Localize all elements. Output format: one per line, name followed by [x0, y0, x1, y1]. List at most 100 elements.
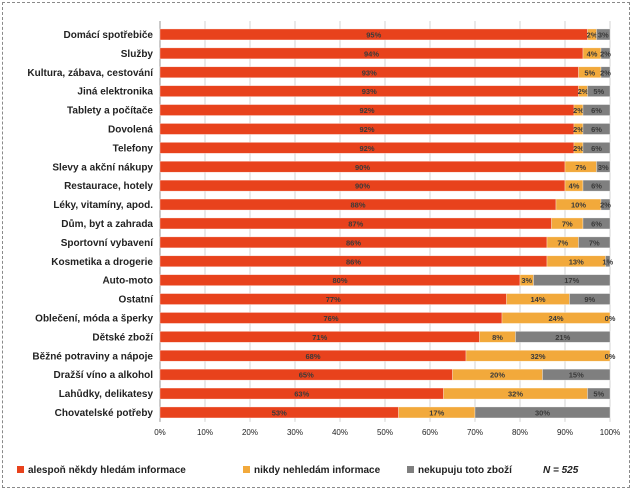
data-label: 86% [346, 257, 361, 266]
legend-swatch [407, 466, 414, 473]
bar-segment [569, 293, 611, 305]
data-label: 92% [359, 144, 374, 153]
category-label: Jiná elektronika [77, 87, 153, 98]
data-label: 86% [346, 238, 361, 247]
data-label: 71% [312, 333, 327, 342]
x-tick-label: 90% [557, 428, 573, 437]
data-label: 6% [591, 219, 602, 228]
data-label: 63% [294, 390, 309, 399]
x-tick-label: 80% [512, 428, 528, 437]
category-label: Oblečení, móda a šperky [35, 313, 153, 324]
data-label: 77% [326, 295, 341, 304]
x-tick-label: 60% [422, 428, 438, 437]
data-label: 6% [591, 144, 602, 153]
data-label: 2% [587, 30, 598, 39]
category-label: Lahůdky, delikatesy [59, 388, 154, 400]
x-tick-label: 70% [467, 428, 483, 437]
category-label: Restaurace, hotely [64, 181, 153, 192]
data-label: 20% [490, 371, 505, 380]
data-label: 4% [587, 49, 598, 58]
data-label: 65% [299, 371, 314, 380]
bar-segment [515, 331, 611, 343]
bar-segment [465, 349, 611, 362]
data-label: 3% [598, 163, 609, 172]
category-label: Sportovní vybavení [61, 238, 154, 249]
data-label: 87% [348, 219, 363, 228]
data-label: 2% [573, 106, 584, 115]
data-label: 2% [578, 87, 589, 96]
data-label: 5% [584, 68, 595, 77]
x-tick-label: 0% [154, 428, 166, 437]
x-tick-label: 10% [197, 428, 213, 437]
x-tick-label: 20% [242, 428, 258, 437]
bar-segment [501, 312, 611, 324]
category-label: Dražší víno a alkohol [54, 370, 154, 381]
legend-swatch [243, 466, 250, 473]
category-label: Auto-moto [102, 276, 153, 287]
data-label: 90% [355, 182, 370, 191]
legend-label: alespoň někdy hledám informace [28, 465, 186, 476]
data-label: 92% [359, 125, 374, 134]
data-label: 90% [355, 163, 370, 172]
data-label: 2% [600, 49, 611, 58]
data-label: 1% [602, 257, 613, 266]
data-label: 92% [359, 106, 374, 115]
data-label: 7% [557, 238, 568, 247]
bar-segment [605, 255, 611, 268]
category-label: Ostatní [119, 295, 155, 306]
bar-segment [600, 198, 611, 211]
data-label: 3% [521, 276, 532, 285]
data-label: 6% [591, 182, 602, 191]
category-label: Chovatelské potřeby [55, 408, 154, 419]
bar-segment [582, 217, 611, 230]
category-label: Telefony [113, 143, 154, 154]
x-tick-label: 30% [287, 428, 303, 437]
bar-segment [582, 179, 611, 192]
legend-label: nikdy nehledám informace [254, 465, 381, 476]
category-label: Tablety a počítače [67, 106, 153, 117]
bar-segment [596, 160, 611, 173]
category-label: Běžné potraviny a nápoje [32, 351, 153, 362]
data-label: 8% [492, 333, 503, 342]
data-label: 3% [598, 30, 609, 39]
bar-segment [587, 387, 611, 400]
bar-segment [582, 123, 611, 135]
data-label: 7% [589, 238, 600, 247]
data-label: 80% [332, 276, 347, 285]
sample-size-note: N = 525 [543, 465, 579, 476]
bar-segment [542, 368, 611, 381]
data-label: 24% [548, 314, 563, 323]
legend-label: nekupuju toto zboží [418, 465, 513, 476]
category-label: Domácí spotřebiče [64, 30, 154, 41]
data-label: 17% [564, 276, 579, 285]
category-label: Dětské zboží [92, 332, 154, 343]
category-label: Dovolená [108, 124, 153, 135]
data-label: 7% [575, 163, 586, 172]
category-label: Kosmetika a drogerie [51, 257, 153, 268]
data-label: 5% [593, 390, 604, 399]
data-label: 2% [600, 201, 611, 210]
data-label: 9% [584, 295, 595, 304]
category-label: Dům, byt a zahrada [61, 218, 153, 230]
data-label: 21% [555, 333, 570, 342]
data-label: 32% [530, 352, 545, 361]
data-label: 93% [362, 68, 377, 77]
bar-segment [600, 66, 611, 79]
legend-swatch [17, 466, 24, 473]
category-label: Kultura, zábava, cestování [27, 68, 154, 79]
stacked-bar-chart: 0% 10% 20% 30% 40% 50% 60% 70% 80% 90% 100% Domácí … [17, 21, 620, 476]
data-label: 13% [569, 257, 584, 266]
data-label: 4% [569, 182, 580, 191]
data-label: 2% [573, 125, 584, 134]
chart-frame: 0% 10% 20% 30% 40% 50% 60% 70% 80% 90% 100% Domácí … [2, 2, 630, 488]
bar-segment [596, 28, 611, 41]
bar-segment [474, 406, 611, 419]
data-label: 0% [605, 314, 616, 323]
category-label: Léky, vitamíny, apod. [53, 200, 153, 211]
data-label: 15% [569, 371, 584, 380]
data-label: 95% [366, 30, 381, 39]
bar-segment [582, 104, 611, 116]
bar-segment [578, 236, 611, 249]
data-label: 53% [272, 408, 287, 417]
data-label: 2% [573, 144, 584, 153]
